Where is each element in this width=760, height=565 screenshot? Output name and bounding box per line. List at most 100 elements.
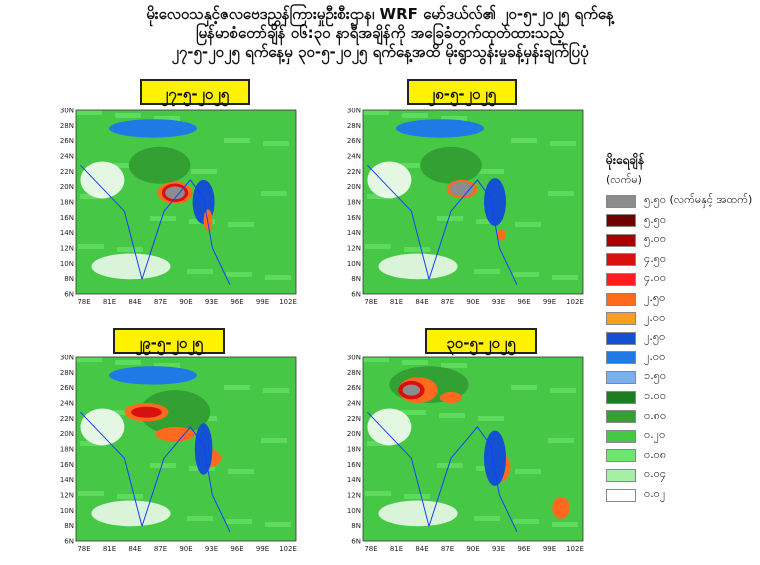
legend-item: ၄.၀၀	[606, 271, 667, 286]
lon-tick-label: 90E	[466, 298, 479, 306]
lon-tick-label: 96E	[230, 298, 243, 306]
lon-tick-label: 81E	[390, 545, 403, 553]
lon-tick-label: 84E	[415, 298, 428, 306]
lon-tick-label: 90E	[179, 545, 192, 553]
legend-label: ၄.၅၀	[644, 251, 667, 265]
panel-3-date: ၂၉-၅-၂၀၂၅	[113, 328, 225, 354]
header-line-3: ၂၇-၅-၂၀၂၅ ရက်နေ့မှ ၃၀-၅-၂၀၂၅ ရက်နေ့အထိ မ…	[171, 43, 589, 61]
lat-tick-label: 30N	[60, 108, 74, 115]
lon-tick-label: 87E	[154, 298, 167, 306]
lon-tick-label: 93E	[492, 298, 505, 306]
lat-tick-label: 24N	[347, 153, 361, 161]
legend-item: ၄.၅၀	[606, 251, 667, 267]
legend-item: ၅.၅၀ (လက်မနှင့် အထက်)	[606, 193, 753, 208]
lon-tick-label: 93E	[205, 545, 218, 553]
panel-2-date: ၂၈-၅-၂၀၂၅	[407, 79, 517, 105]
lat-tick-label: 6N	[351, 538, 361, 546]
lat-tick-label: 28N	[60, 122, 74, 130]
legend-swatch	[606, 410, 636, 424]
lon-tick-label: 84E	[415, 545, 428, 553]
lon-tick-label: 90E	[179, 298, 192, 306]
lat-tick-label: 22N	[347, 168, 361, 176]
legend-swatch	[606, 449, 636, 463]
legend-label: ၀.၀၂	[644, 487, 666, 500]
legend-item: ၀.၀၈	[606, 448, 666, 463]
legend-swatch	[606, 351, 636, 365]
legend-label: ၅.၅၀ (လက်မနှင့် အထက်)	[644, 193, 753, 206]
legend-label: ၁.၀၀	[644, 389, 667, 402]
legend-item: ၁.၅၀	[606, 369, 667, 384]
panel-1-date: ၂၇-၅-၂၀၂၅	[140, 79, 250, 105]
lat-tick-label: 28N	[60, 369, 74, 377]
lat-tick-label: 20N	[347, 183, 361, 191]
lon-tick-label: 81E	[103, 298, 116, 306]
lat-tick-label: 10N	[60, 507, 74, 515]
lat-tick-label: 20N	[60, 183, 74, 191]
lat-tick-label: 22N	[60, 168, 74, 176]
legend-swatch	[606, 194, 636, 208]
legend-swatch	[606, 214, 636, 228]
lat-tick-label: 10N	[347, 507, 361, 515]
legend-title: မိုးရေချိန်	[606, 153, 645, 167]
legend-item: ၅.၅၀	[606, 212, 667, 228]
legend-label: ၀.၀၄	[644, 467, 667, 481]
legend-label: ၄.၀၀	[644, 271, 667, 285]
lat-tick-label: 20N	[347, 430, 361, 438]
lon-tick-label: 78E	[364, 545, 377, 553]
lat-tick-label: 10N	[60, 260, 74, 268]
lat-tick-label: 14N	[347, 229, 361, 237]
lat-tick-label: 14N	[60, 476, 74, 484]
lon-tick-label: 93E	[205, 298, 218, 306]
legend-item: ၂.၀၀	[606, 311, 665, 326]
lat-tick-label: 26N	[60, 384, 74, 392]
rainfall-map-panel-2: 30N 28N 26N 24N 22N 20N 18N 16N 14N 12N 10N 8N 6N 78E…	[345, 108, 585, 308]
map-svg: 30N 28N 26N 24N 22N 20N 18N 16N 14N 12N 10N 8N 6N78E…	[60, 355, 297, 553]
rainfall-map-panel-4: 30N 28N 26N 24N 22N 20N 18N 16N 14N 12N 10N 8N 6N 78E…	[345, 355, 585, 555]
lon-tick-label: 102E	[566, 545, 584, 553]
lon-tick-label: 81E	[390, 298, 403, 306]
lat-tick-label: 16N	[347, 461, 361, 469]
legend-item: ၁.၀၀	[606, 389, 667, 404]
legend-swatch	[606, 292, 636, 306]
legend-swatch	[606, 331, 636, 345]
lat-tick-label: 18N	[60, 199, 74, 207]
lat-tick-label: 10N	[347, 260, 361, 268]
lat-tick-label: 6N	[351, 291, 361, 299]
legend-item: ၀.၈၀	[606, 408, 667, 424]
lon-tick-label: 96E	[517, 545, 530, 553]
lat-tick-label: 24N	[60, 400, 74, 408]
legend-swatch	[606, 429, 636, 443]
lat-tick-label: 12N	[60, 492, 74, 500]
legend-item: ၂.၀၀	[606, 350, 665, 365]
legend-label: ၂.၅၀	[644, 330, 666, 344]
legend-label: ၁.၅၀	[644, 369, 667, 383]
lon-tick-label: 99E	[543, 298, 556, 306]
lon-tick-label: 78E	[77, 298, 90, 306]
lon-tick-label: 99E	[256, 545, 269, 553]
header-line-1: မိုးလေဝသနှင့်ဇလဗေဒညွှန်ကြားမှုဦးစီးဌာန၊ …	[146, 5, 614, 23]
lat-tick-label: 22N	[60, 415, 74, 423]
lat-tick-label: 14N	[347, 476, 361, 484]
legend-swatch	[606, 370, 636, 384]
legend-label: ၀.၈၀	[644, 408, 667, 422]
lon-tick-label: 81E	[103, 545, 116, 553]
legend-item: ၀.၂၀	[606, 428, 665, 443]
lon-tick-label: 102E	[279, 545, 297, 553]
lon-tick-label: 84E	[128, 545, 141, 553]
legend-label: ၂.၅၀	[644, 291, 666, 304]
legend-swatch	[606, 390, 636, 404]
panel-4-date: ၃၀-၅-၂၀၂၅	[425, 328, 537, 354]
legend-label: ၅.၅၀	[644, 212, 667, 226]
rainfall-map-panel-3: 30N 28N 26N 24N 22N 20N 18N 16N 14N 12N 10N 8N 6N 78E…	[58, 355, 298, 555]
lon-tick-label: 84E	[128, 298, 141, 306]
lon-tick-label: 102E	[279, 298, 297, 306]
lat-tick-label: 16N	[60, 461, 74, 469]
legend-item: ၅.၀၀	[606, 232, 666, 247]
lat-tick-label: 28N	[347, 369, 361, 377]
legend-swatch	[606, 233, 636, 247]
lat-tick-label: 22N	[347, 415, 361, 423]
lat-tick-label: 12N	[347, 245, 361, 253]
lat-tick-label: 26N	[60, 137, 74, 145]
legend-swatch	[606, 468, 636, 482]
legend-swatch	[606, 272, 636, 286]
